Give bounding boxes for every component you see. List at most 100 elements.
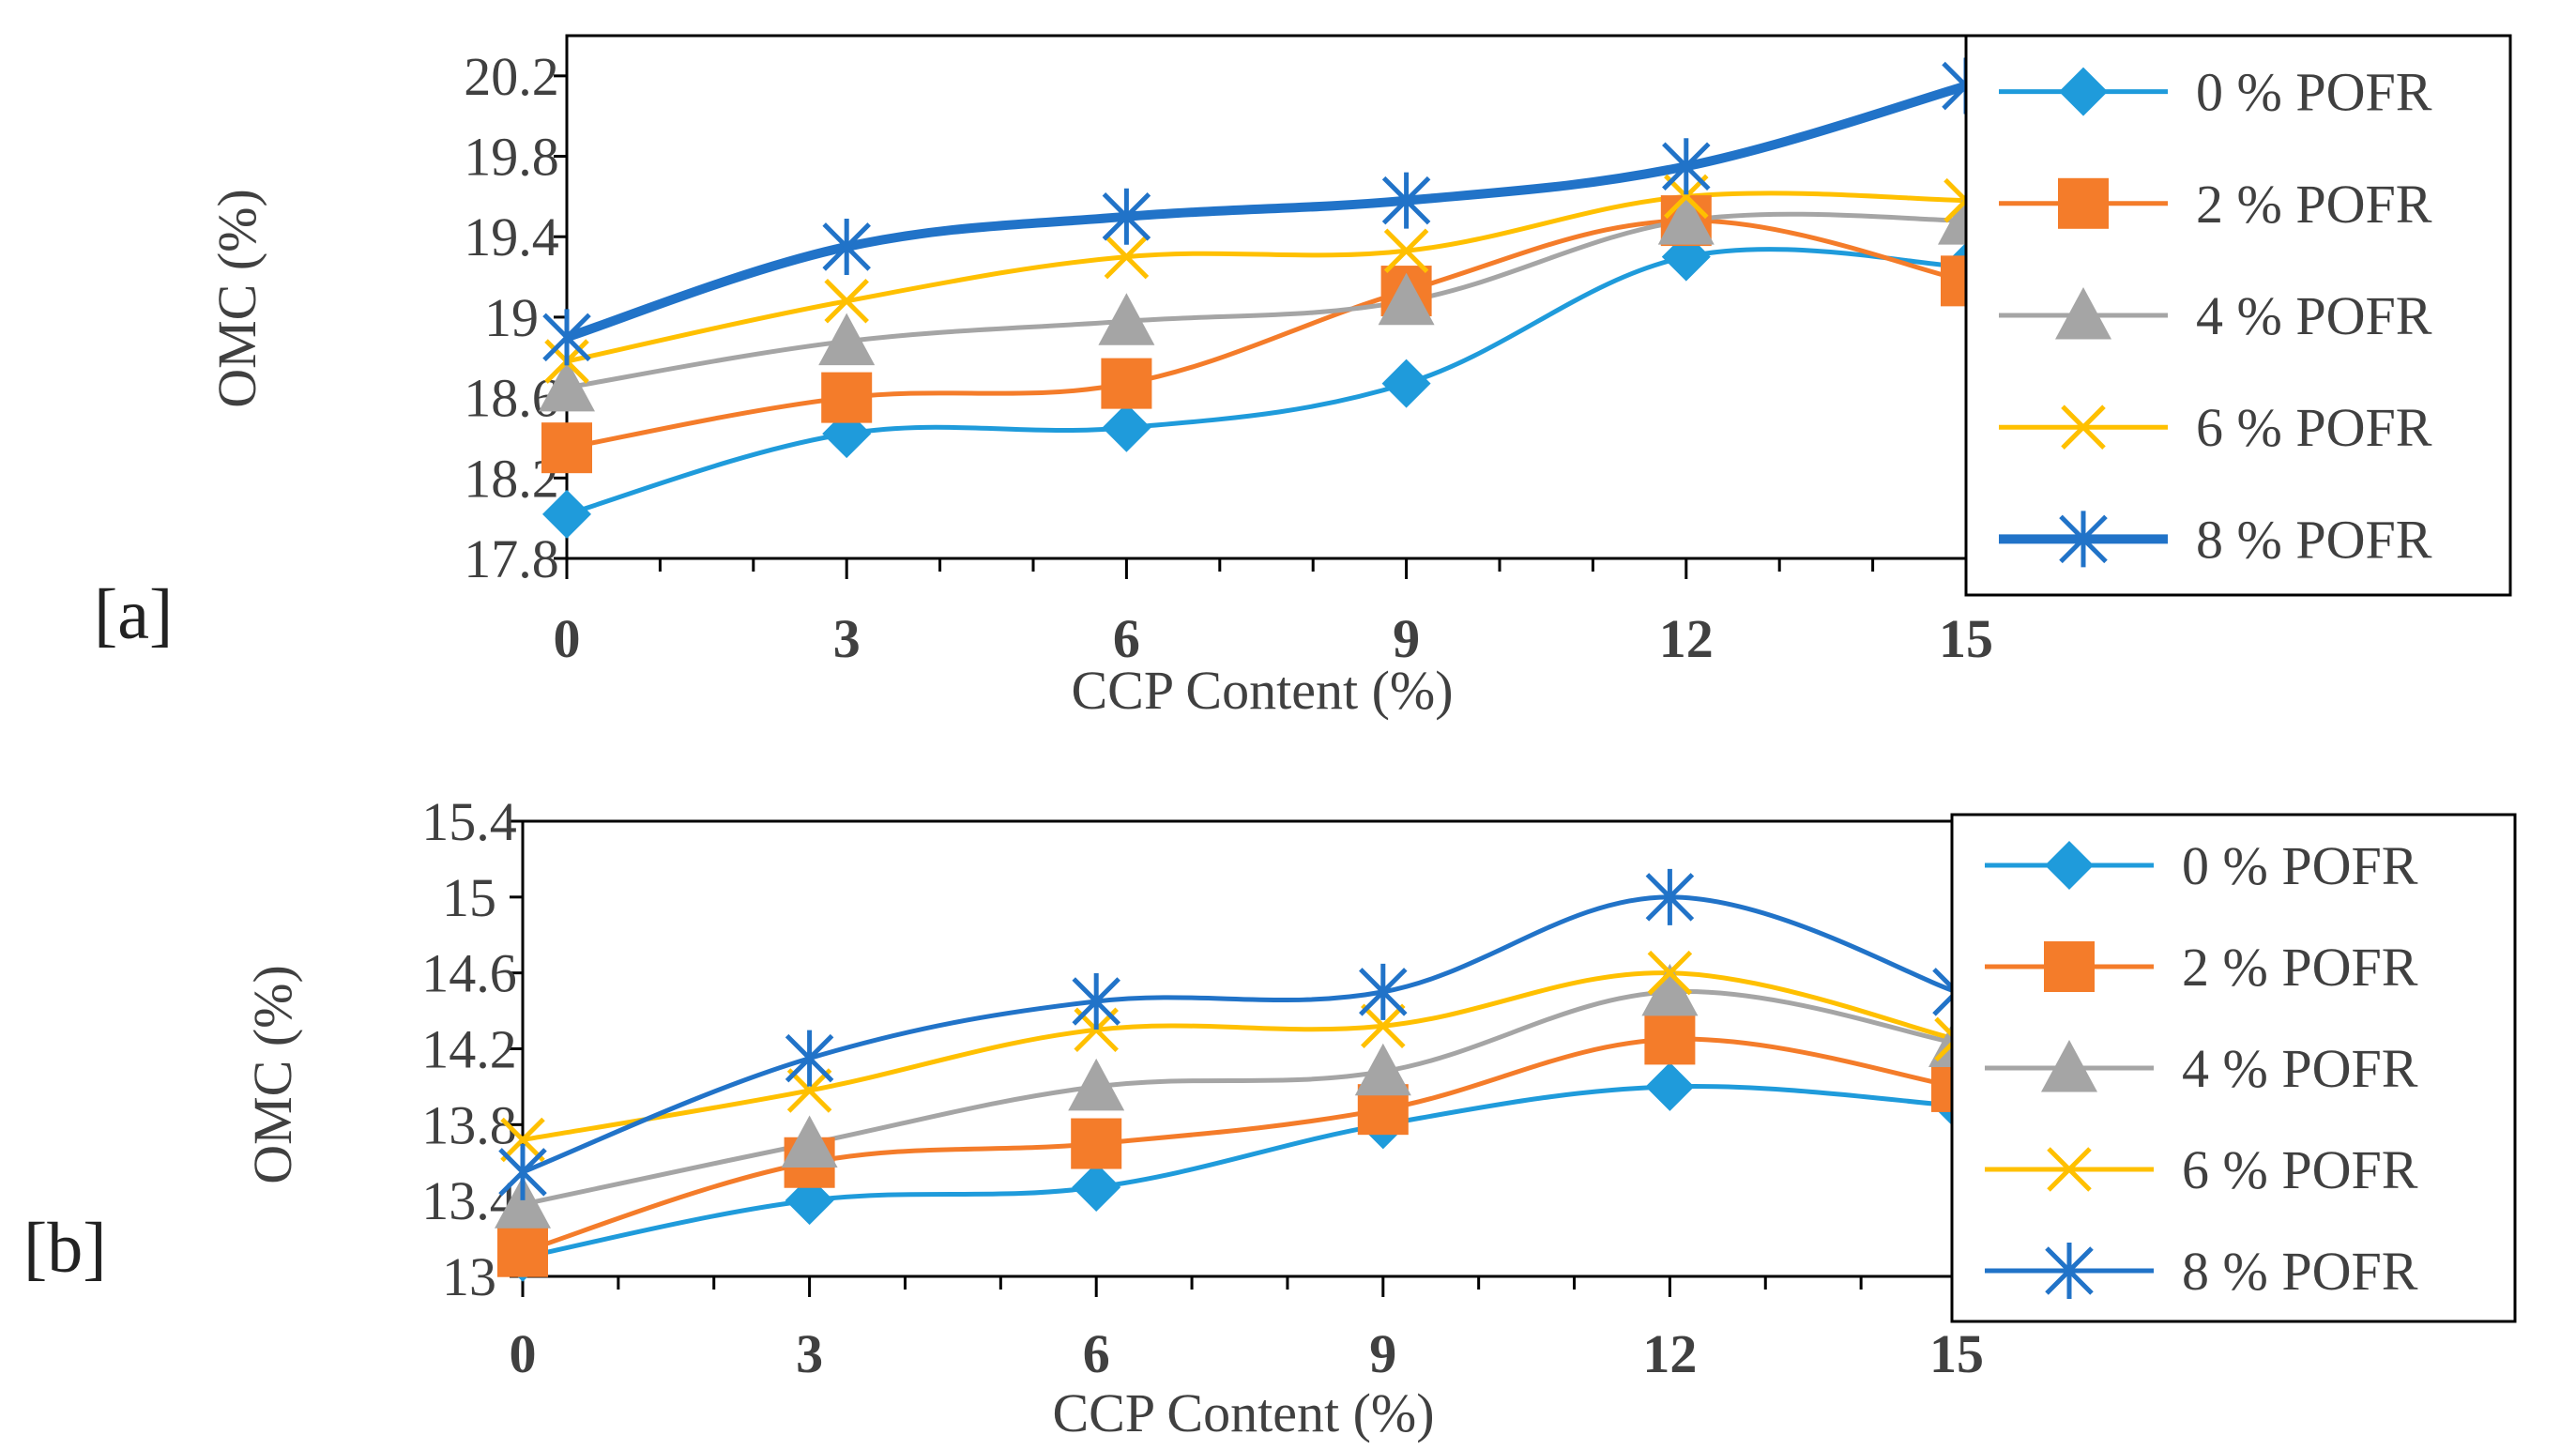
legend-marker [2059,511,2108,568]
legend-entry: 4 % POFR [1999,285,2432,346]
data-point [1071,1118,1122,1169]
series-line-2 [522,1036,1958,1255]
legend-marker [2061,404,2106,450]
series-line-5 [522,894,1958,1175]
x-tick-label: 3 [796,1323,823,1384]
x-tick-label: 9 [1393,608,1420,669]
x-tick-label: 3 [833,608,861,669]
legend-marker [2045,841,2094,890]
legend-entry: 2 % POFR [1999,174,2432,235]
data-point [1098,293,1155,345]
legend-label: 4 % POFR [2196,285,2432,346]
data-point [542,489,591,539]
series-line-4 [566,191,1967,364]
series-line-3 [522,988,1958,1207]
series-line-5 [565,81,1968,343]
data-point [1647,950,1693,996]
data-point [785,1030,834,1087]
x-tick-label: 9 [1369,1323,1396,1384]
data-point [1102,188,1151,245]
y-tick-label: 15.4 [421,791,517,852]
panel-label: [a] [94,575,173,654]
data-point [781,1115,838,1168]
y-tick-label: 14.6 [421,943,517,1004]
x-tick-label: 0 [510,1323,537,1384]
legend: 0 % POFR 2 % POFR 4 % POFR 6 % POFR 8 % POFR [1950,813,2517,1323]
plot-frame [521,819,1959,1278]
legend-entry: 4 % POFR [1985,1038,2418,1099]
data-point [1641,963,1699,1016]
data-point [1072,1163,1121,1213]
legend-label: 4 % POFR [2182,1038,2418,1099]
data-point [1101,358,1152,409]
x-axis-title: CCP Content (%) [1052,1382,1434,1443]
legend-entry: 0 % POFR [1999,62,2432,123]
y-tick-label: 15 [442,867,496,928]
data-point [785,1176,834,1226]
legend: 0 % POFR 2 % POFR 4 % POFR 6 % POFR 8 % POFR [1964,34,2512,597]
y-tick-label: 19.8 [464,127,559,188]
series-line-2 [566,218,1967,450]
x-tick-label: 12 [1659,608,1714,669]
y-tick-label: 19.4 [464,206,559,267]
data-point [1644,1014,1696,1065]
series-line-1 [566,247,1967,517]
legend-marker [2047,1147,2092,1192]
y-axis-title: OMC (%) [242,965,303,1184]
x-tick-label: 12 [1642,1323,1697,1384]
data-point [1104,234,1150,280]
legend-entry: 0 % POFR [1985,835,2418,896]
legend-label: 2 % POFR [2182,937,2418,998]
data-point [824,279,869,324]
legend-label: 6 % POFR [2182,1139,2418,1200]
x-tick-label: 6 [1083,1323,1110,1384]
legend-marker [2059,67,2108,116]
legend-marker [2055,287,2111,340]
legend-label: 2 % POFR [2196,174,2432,235]
data-point [1381,359,1431,408]
panel-label: [b] [23,1209,107,1288]
y-tick-label: 20.2 [464,46,559,107]
x-tick-label: 15 [1929,1323,1984,1384]
y-axis-title: OMC (%) [206,189,267,408]
legend-marker [2058,177,2109,229]
legend-label: 8 % POFR [2182,1241,2418,1302]
data-point [1662,138,1711,195]
series-line-1 [522,1084,1958,1260]
data-point [500,1117,545,1163]
data-point [498,1143,547,1200]
legend-entry: 8 % POFR [1999,509,2432,570]
plot-frame [565,34,1968,560]
data-point [1102,403,1151,452]
legend-entry: 6 % POFR [1985,1139,2418,1200]
data-point [1359,963,1408,1020]
x-tick-label: 0 [554,608,581,669]
series-line-4 [522,970,1958,1142]
data-point [1645,1061,1695,1111]
data-point [542,309,591,366]
data-point [497,1226,548,1277]
data-point [1354,1043,1411,1096]
data-point [495,1176,551,1229]
legend-marker [2045,1243,2094,1299]
data-point [1068,1058,1125,1111]
x-tick-label: 15 [1939,608,1993,669]
legend-entry: 2 % POFR [1985,937,2418,998]
legend-label: 6 % POFR [2196,397,2432,458]
y-tick-label: 18.6 [464,368,559,429]
legend-label: 0 % POFR [2196,62,2432,123]
data-point [821,372,873,423]
x-axis-title: CCP Content (%) [1071,660,1453,721]
legend-marker [2041,1040,2097,1092]
data-point [1645,868,1695,925]
data-point [1361,1003,1406,1049]
legend-label: 0 % POFR [2182,835,2418,896]
legend-marker [2044,941,2095,992]
data-point [1378,272,1435,326]
y-tick-label: 14.2 [421,1019,517,1080]
legend-label: 8 % POFR [2196,509,2432,570]
y-tick-label: 13 [442,1246,496,1307]
